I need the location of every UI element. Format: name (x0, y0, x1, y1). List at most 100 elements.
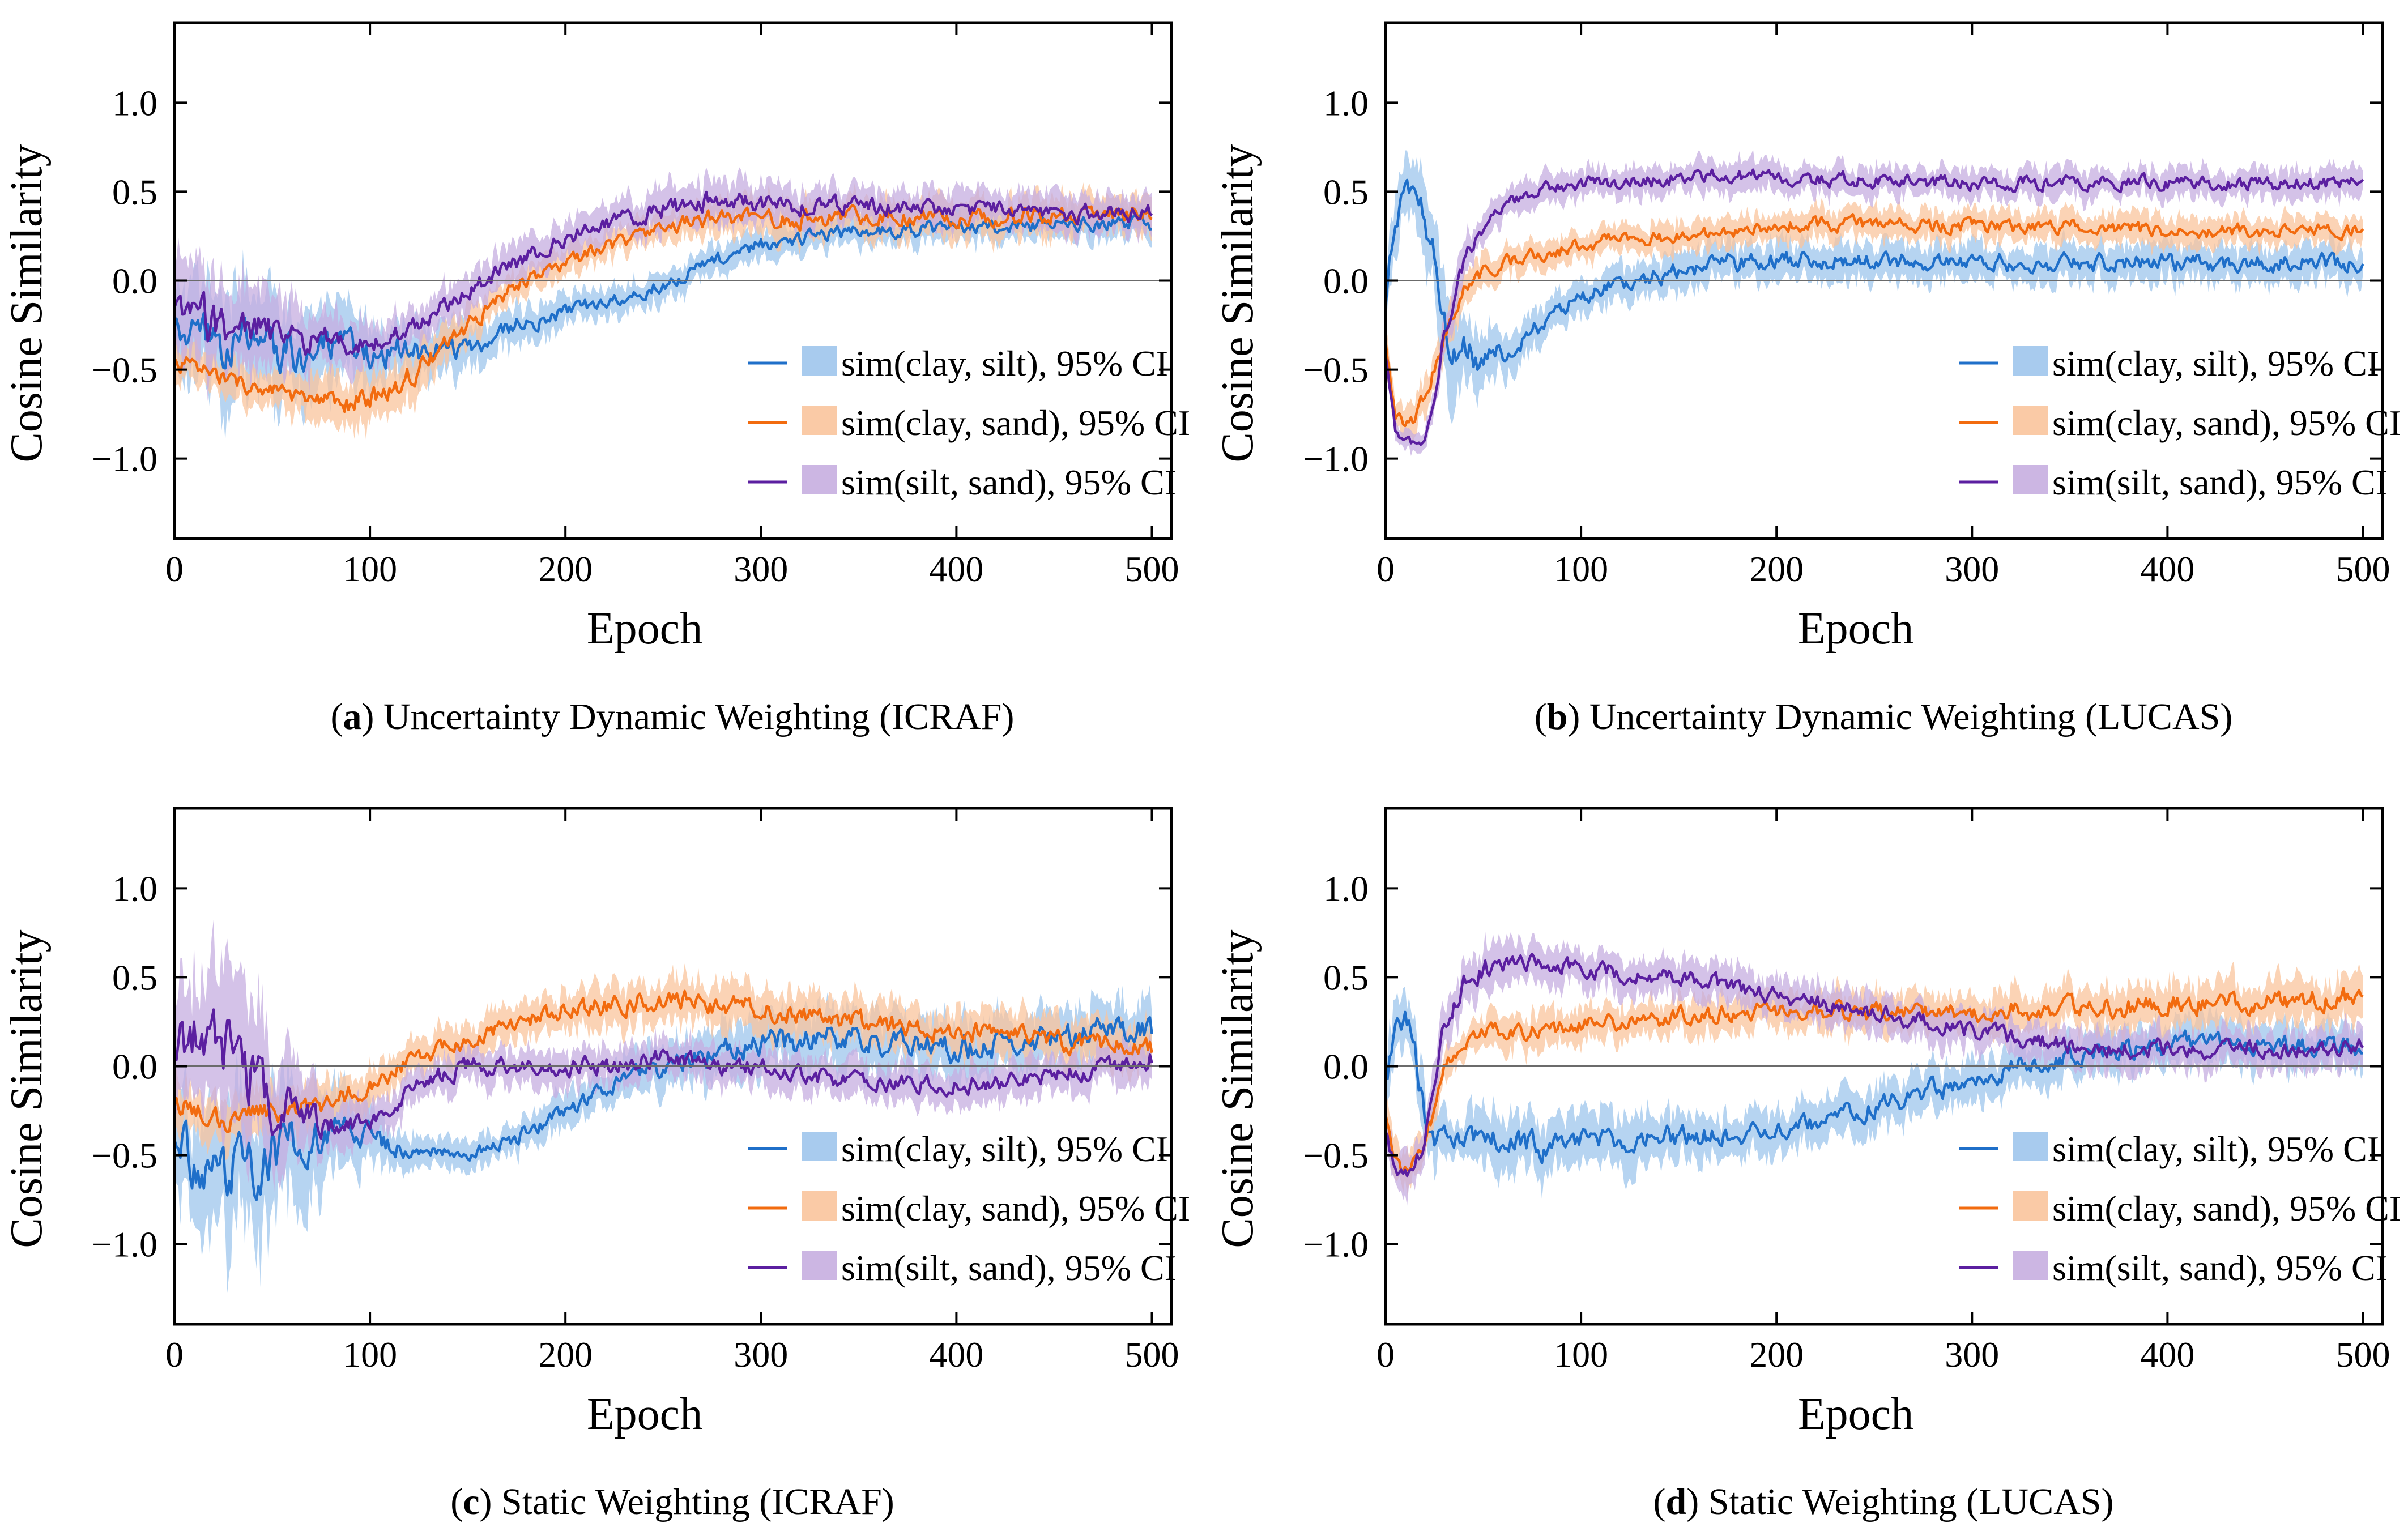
y-tick-label: −1.0 (92, 1225, 157, 1265)
chart-panel-d: 0 100 200 300 400 500 −1.0 −0.5 0.0 0.5 1.0 Epoch Co… (1213, 807, 2401, 1439)
caption-a: (a) Uncertainty Dynamic Weighting (ICRAF… (330, 696, 1015, 737)
x-tick-label: 200 (538, 1334, 593, 1375)
y-tick-label: 0.0 (1323, 1047, 1369, 1087)
y-axis-label: Cosine Similarity (2, 929, 52, 1248)
plot-area (1386, 931, 2364, 1206)
x-tick-label: 100 (1554, 1334, 1608, 1375)
ci-band-0 (1386, 150, 2363, 425)
legend-ci-swatch-0 (2013, 346, 2048, 376)
caption-d: (d) Static Weighting (LUCAS) (1653, 1481, 2114, 1522)
x-tick-label: 500 (1124, 1334, 1179, 1375)
legend-label-2: sim(silt, sand), 95% CI (841, 462, 1177, 502)
x-tick-label: 200 (538, 549, 593, 589)
caption-b: (b) Uncertainty Dynamic Weighting (LUCAS… (1534, 696, 2233, 737)
y-tick-label: 0.0 (112, 261, 157, 301)
series-line-2 (174, 190, 1153, 356)
y-tick-label: −1.0 (92, 439, 157, 479)
legend-label-0: sim(clay, silt), 95% CI (841, 343, 1168, 383)
y-tick-label: −0.5 (1303, 350, 1369, 390)
legend-ci-swatch-0 (802, 346, 837, 376)
legend-ci-swatch-2 (2013, 1251, 2048, 1280)
ci-band-2 (1386, 931, 2363, 1206)
y-tick-label: −0.5 (1303, 1136, 1369, 1176)
series-line-1 (174, 203, 1153, 413)
x-tick-label: 300 (1945, 549, 1999, 589)
plot-area (1386, 149, 2364, 456)
legend-label-2: sim(silt, sand), 95% CI (2052, 462, 2388, 502)
x-tick-label: 400 (2140, 549, 2194, 589)
x-axis-label: Epoch (1798, 1389, 1913, 1439)
y-tick-label: 0.5 (112, 957, 157, 997)
y-tick-label: 1.0 (1323, 868, 1369, 908)
series-line-1 (1386, 987, 2364, 1173)
x-tick-label: 400 (929, 1334, 983, 1375)
series-line-2 (174, 1008, 1153, 1140)
y-tick-label: 1.0 (1323, 83, 1369, 123)
legend-label-1: sim(clay, sand), 95% CI (2052, 403, 2401, 443)
x-axis-label: Epoch (587, 1389, 702, 1439)
plot-area (174, 919, 1153, 1294)
ci-band-1 (174, 182, 1152, 441)
x-tick-label: 0 (1376, 1334, 1395, 1375)
y-tick-label: 1.0 (112, 868, 157, 908)
legend-ci-swatch-1 (802, 1191, 837, 1221)
x-tick-label: 0 (165, 1334, 184, 1375)
legend-ci-swatch-1 (802, 406, 837, 435)
x-tick-label: 100 (343, 549, 397, 589)
y-tick-label: −1.0 (1303, 439, 1369, 479)
x-tick-label: 200 (1749, 549, 1804, 589)
y-tick-label: −1.0 (1303, 1225, 1369, 1265)
legend-label-1: sim(clay, sand), 95% CI (2052, 1188, 2401, 1228)
legend-ci-swatch-1 (2013, 406, 2048, 435)
series-line-1 (1386, 212, 2364, 428)
y-axis-label: Cosine Similarity (1213, 929, 1263, 1248)
y-tick-label: 0.5 (1323, 172, 1369, 212)
y-tick-label: 0.0 (1323, 261, 1369, 301)
x-tick-label: 500 (1124, 549, 1179, 589)
chart-panel-b: 0 100 200 300 400 500 −1.0 −0.5 0.0 0.5 1.0 Epoch Co… (1213, 21, 2401, 654)
legend-ci-swatch-2 (802, 1251, 837, 1280)
series-line-1 (174, 989, 1153, 1133)
legend-label-2: sim(silt, sand), 95% CI (841, 1248, 1177, 1288)
legend-ci-swatch-0 (802, 1132, 837, 1161)
legend-label-0: sim(clay, silt), 95% CI (2052, 343, 2379, 383)
legend-label-1: sim(clay, sand), 95% CI (841, 403, 1190, 443)
legend-label-0: sim(clay, silt), 95% CI (2052, 1129, 2379, 1169)
series-line-0 (1386, 1010, 2363, 1164)
x-tick-label: 0 (165, 549, 184, 589)
x-tick-label: 300 (734, 549, 788, 589)
y-tick-label: 0.5 (112, 172, 157, 212)
caption-c: (c) Static Weighting (ICRAF) (450, 1481, 894, 1522)
x-tick-label: 500 (2335, 549, 2390, 589)
y-tick-label: 1.0 (112, 83, 157, 123)
y-tick-label: −0.5 (92, 350, 157, 390)
x-tick-label: 300 (1945, 1334, 1999, 1375)
legend-ci-swatch-2 (802, 465, 837, 494)
legend-label-2: sim(silt, sand), 95% CI (2052, 1248, 2388, 1288)
x-tick-label: 300 (734, 1334, 788, 1375)
ci-band-2 (174, 167, 1152, 402)
chart-panel-a: 0 100 200 300 400 500 −1.0 −0.5 0.0 0.5 1.0 Epoch Co… (2, 21, 1190, 654)
x-tick-label: 400 (929, 549, 983, 589)
x-tick-label: 100 (1554, 549, 1608, 589)
ci-band-1 (174, 963, 1152, 1161)
y-axis-label: Cosine Similarity (1213, 144, 1263, 462)
legend-ci-swatch-0 (2013, 1132, 2048, 1161)
plot-area (174, 167, 1153, 441)
legend-label-0: sim(clay, silt), 95% CI (841, 1129, 1168, 1169)
x-axis-label: Epoch (587, 604, 702, 654)
series-line-0 (174, 1016, 1153, 1201)
legend-label-1: sim(clay, sand), 95% CI (841, 1188, 1190, 1228)
series-line-2 (1386, 952, 2364, 1178)
x-tick-label: 400 (2140, 1334, 2194, 1375)
chart-panel-c: 0 100 200 300 400 500 −1.0 −0.5 0.0 0.5 1.0 Epoch Co… (2, 807, 1190, 1439)
legend-ci-swatch-1 (2013, 1191, 2048, 1221)
y-axis-label: Cosine Similarity (2, 144, 52, 462)
y-tick-label: −0.5 (92, 1136, 157, 1176)
series-line-2 (1386, 168, 2364, 446)
x-tick-label: 100 (343, 1334, 397, 1375)
ci-band-2 (174, 919, 1152, 1193)
x-tick-label: 200 (1749, 1334, 1804, 1375)
